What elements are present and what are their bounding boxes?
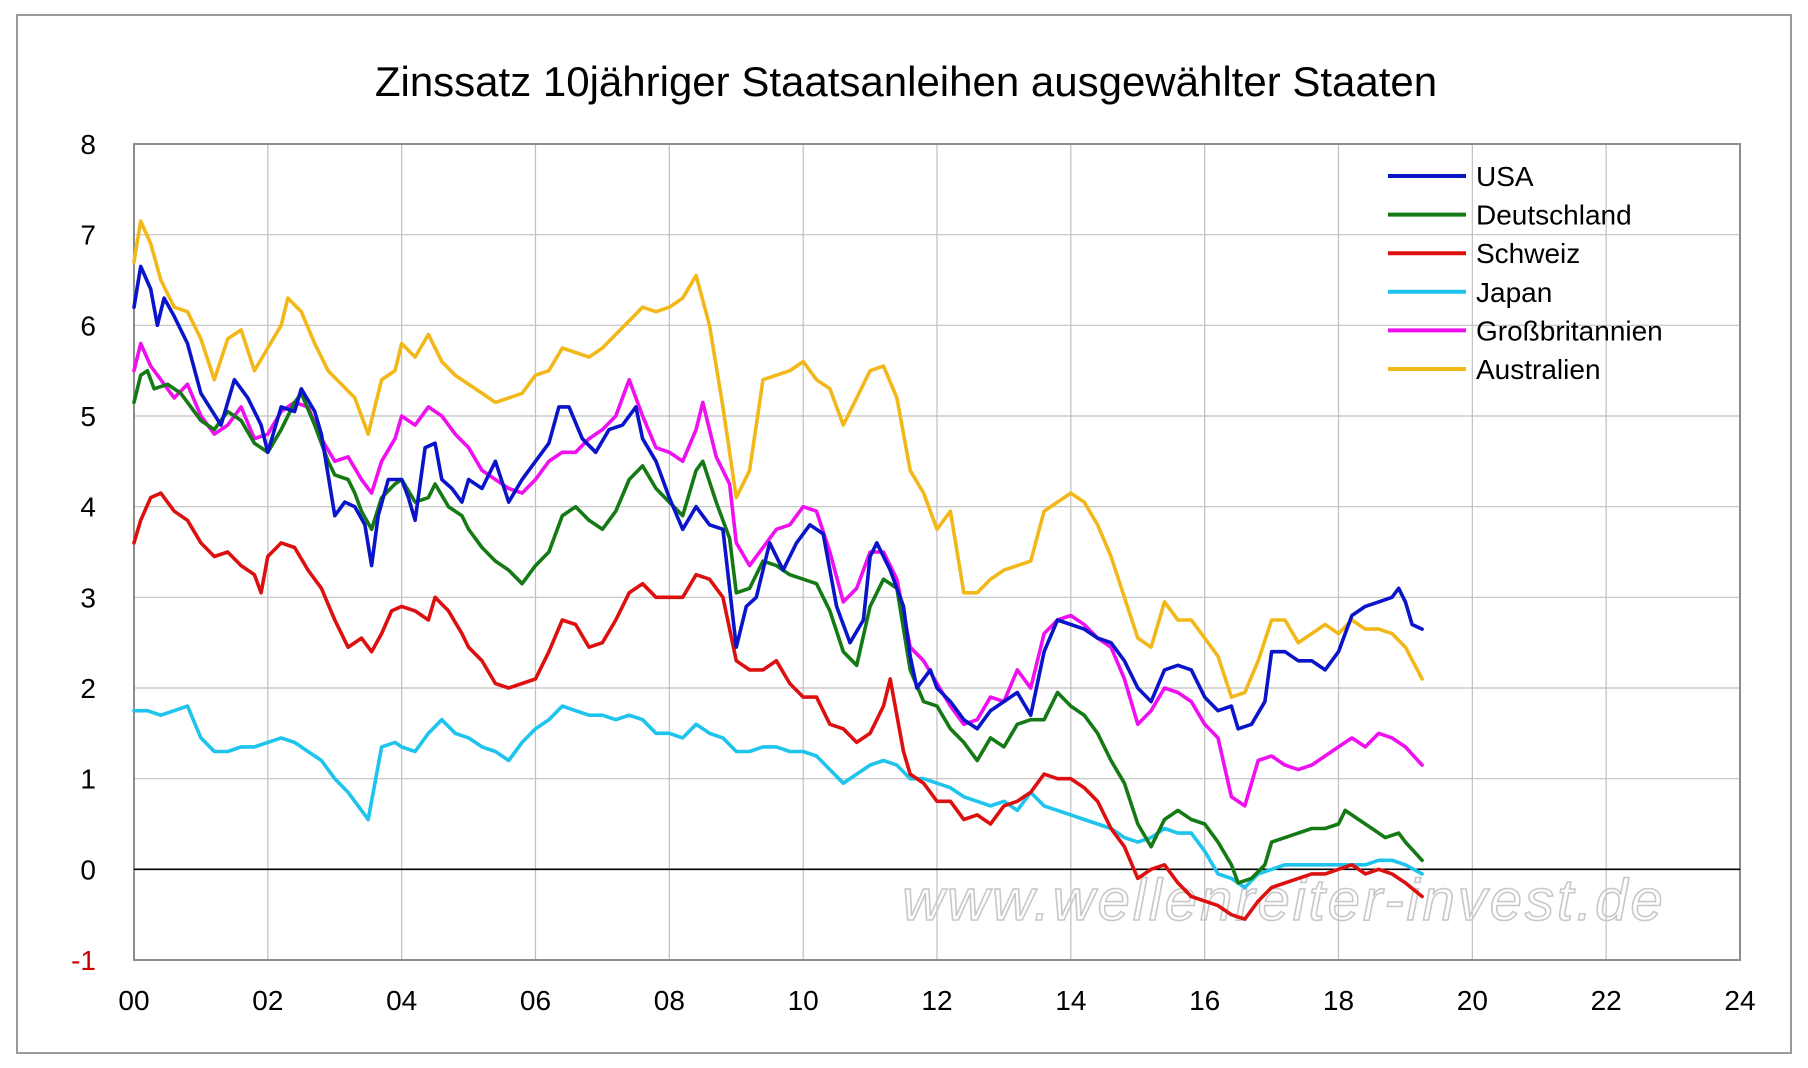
series-line-schweiz bbox=[132, 491, 1424, 921]
legend-label: USA bbox=[1476, 161, 1534, 192]
series-lines bbox=[132, 219, 1424, 921]
x-tick-label: 06 bbox=[520, 985, 551, 1016]
legend-label: Deutschland bbox=[1476, 200, 1632, 231]
legend-item-usa: USA bbox=[1388, 161, 1534, 192]
y-tick-label: 0 bbox=[80, 854, 96, 885]
y-tick-label: 7 bbox=[80, 220, 96, 251]
y-tick-labels: 8 7 6 5 4 3 2 1 0 -1 bbox=[71, 129, 96, 976]
y-tick-label: -1 bbox=[71, 945, 96, 976]
legend-item-deutschland: Deutschland bbox=[1388, 200, 1632, 231]
x-tick-label: 10 bbox=[788, 985, 819, 1016]
y-tick-label: 2 bbox=[80, 673, 96, 704]
y-tick-label: 5 bbox=[80, 401, 96, 432]
x-tick-labels: 00 02 04 06 08 10 12 14 16 18 20 22 24 bbox=[118, 985, 1755, 1016]
x-tick-label: 14 bbox=[1055, 985, 1086, 1016]
legend-label: Australien bbox=[1476, 354, 1601, 385]
y-tick-label: 3 bbox=[80, 582, 96, 613]
x-tick-label: 02 bbox=[252, 985, 283, 1016]
legend-item-grossbritannien: Großbritannien bbox=[1388, 315, 1663, 346]
legend-label: Japan bbox=[1476, 277, 1552, 308]
legend-item-schweiz: Schweiz bbox=[1388, 238, 1580, 269]
series-line-deutschland bbox=[132, 368, 1424, 885]
x-tick-label: 18 bbox=[1323, 985, 1354, 1016]
legend: USA Deutschland Schweiz Japan Großbritannien… bbox=[1388, 161, 1663, 385]
legend-label: Großbritannien bbox=[1476, 315, 1663, 346]
series-line-japan bbox=[132, 704, 1424, 890]
legend-item-japan: Japan bbox=[1388, 277, 1552, 308]
plot-area-border bbox=[133, 143, 1741, 961]
y-tick-label: 1 bbox=[80, 764, 96, 795]
series-line-grossbritannien bbox=[132, 341, 1424, 808]
legend-item-australien: Australien bbox=[1388, 354, 1601, 385]
series-line-australien bbox=[132, 219, 1424, 699]
x-tick-label: 22 bbox=[1591, 985, 1622, 1016]
series-line-usa bbox=[132, 264, 1424, 731]
watermark-text: www.wellenreiter-invest.de bbox=[902, 868, 1666, 933]
x-tick-label: 04 bbox=[386, 985, 417, 1016]
chart-frame bbox=[16, 14, 1792, 1054]
x-tick-label: 24 bbox=[1724, 985, 1755, 1016]
y-tick-label: 8 bbox=[80, 129, 96, 160]
x-tick-label: 16 bbox=[1189, 985, 1220, 1016]
legend-label: Schweiz bbox=[1476, 238, 1580, 269]
axes bbox=[133, 143, 1741, 961]
x-tick-label: 20 bbox=[1457, 985, 1488, 1016]
x-tick-label: 00 bbox=[118, 985, 149, 1016]
x-tick-label: 08 bbox=[654, 985, 685, 1016]
chart-title: Zinssatz 10jähriger Staatsanleihen ausge… bbox=[375, 58, 1437, 105]
x-tick-label: 12 bbox=[921, 985, 952, 1016]
y-tick-label: 6 bbox=[80, 310, 96, 341]
y-tick-label: 4 bbox=[80, 492, 96, 523]
